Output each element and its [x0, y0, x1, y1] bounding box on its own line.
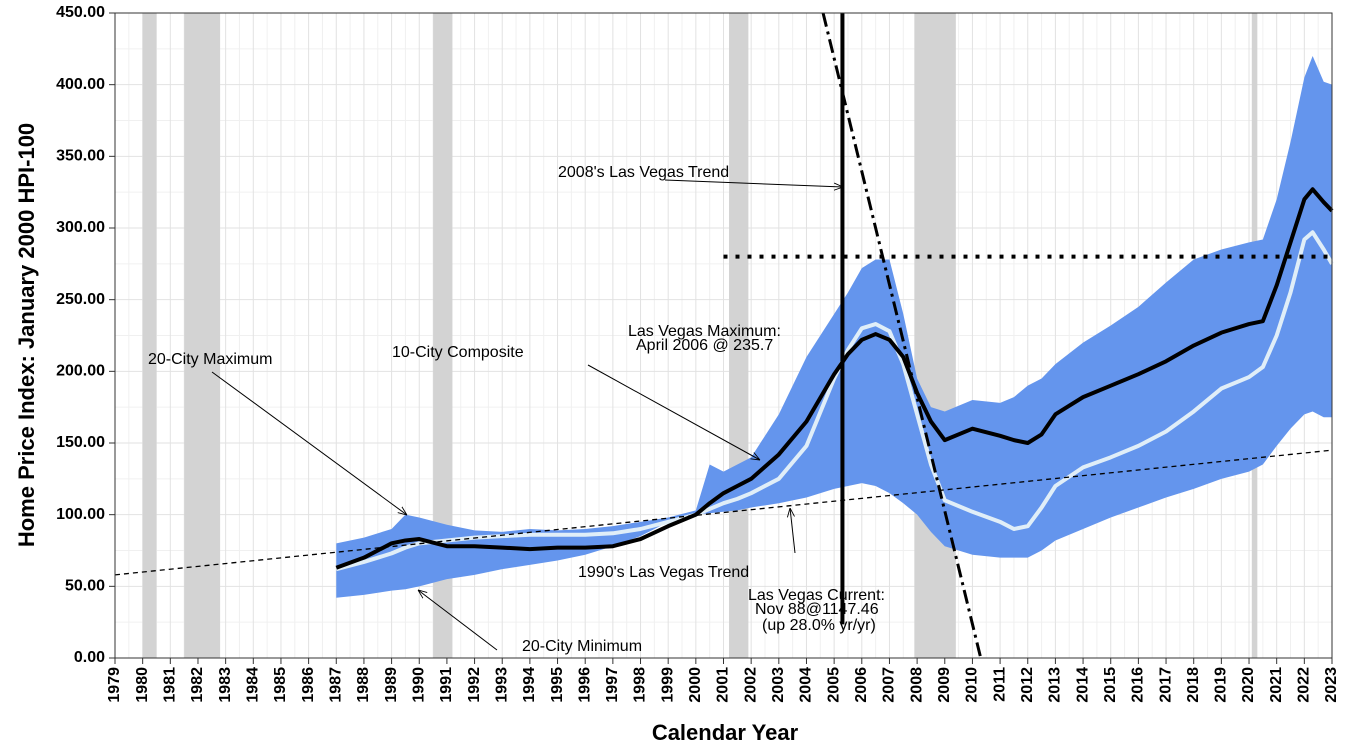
annotation: 20-City Minimum: [522, 638, 642, 655]
x-tick-label: 1992: [466, 667, 483, 703]
annotation-arrow: [211, 371, 407, 515]
y-tick-label: 100.00: [56, 506, 105, 523]
x-tick-label: 2005: [825, 667, 842, 703]
annotation: 10-City Composite: [392, 344, 524, 361]
x-tick-label: 1980: [134, 667, 151, 703]
plot-frame: [114, 12, 1333, 659]
x-tick-label: 1995: [549, 667, 566, 703]
x-tick-label: 1983: [217, 667, 234, 703]
x-tick-label: 1979: [106, 667, 123, 703]
x-tick-label: 2018: [1185, 667, 1202, 703]
x-tick-label: 1985: [272, 667, 289, 703]
annotation-arrow: [664, 179, 843, 187]
trend-1990: [114, 449, 1333, 576]
annotation: (up 28.0% yr/yr): [762, 617, 876, 634]
annotation: Nov 88@1147.46: [755, 601, 879, 618]
x-tick-label: 1986: [300, 667, 317, 703]
x-tick-label: 1990: [410, 667, 427, 703]
annotation: Las Vegas Maximum:: [628, 323, 781, 340]
annotation: 2008's Las Vegas Trend: [558, 164, 729, 181]
x-tick-label: 2015: [1102, 667, 1119, 703]
y-tick-label: 350.00: [56, 148, 105, 165]
x-tick-label: 1993: [493, 667, 510, 703]
trend-2008: [821, 12, 983, 659]
y-tick-label: 0.00: [74, 649, 105, 666]
x-tick-label: 2019: [1213, 667, 1230, 703]
x-tick-label: 2000: [687, 667, 704, 703]
x-tick-label: 2021: [1268, 667, 1285, 703]
y-tick-label: 300.00: [56, 219, 105, 236]
y-tick-label: 200.00: [56, 363, 105, 380]
annotation-arrow: [418, 590, 498, 651]
recession-band: [433, 13, 453, 658]
x-tick-label: 2014: [1074, 667, 1091, 703]
x-tick-label: 2017: [1157, 667, 1174, 703]
x-tick-label: 2002: [742, 667, 759, 703]
annotation: 20-City Maximum: [148, 351, 272, 368]
x-tick-label: 1984: [245, 667, 262, 703]
y-tick-label: 450.00: [56, 4, 105, 21]
x-tick-label: 2023: [1323, 667, 1340, 703]
range-band: [336, 56, 1333, 598]
x-tick-label: 1994: [521, 667, 538, 703]
y-tick-label: 400.00: [56, 76, 105, 93]
x-tick-label: 2004: [798, 667, 815, 703]
series-line: [335, 187, 1334, 570]
x-tick-label: 2008: [908, 667, 925, 703]
y-tick-label: 150.00: [56, 434, 105, 451]
series-line: [335, 230, 1334, 572]
x-tick-label: 1991: [438, 667, 455, 703]
x-tick-label: 1989: [383, 667, 400, 703]
annotation: April 2006 @ 235.7: [636, 337, 773, 354]
x-tick-label: 2009: [936, 667, 953, 703]
x-tick-label: 1999: [659, 667, 676, 703]
x-tick-label: 1982: [189, 667, 206, 703]
x-tick-label: 1987: [327, 667, 344, 703]
x-tick-label: 2013: [1047, 667, 1064, 703]
y-tick-label: 50.00: [65, 578, 105, 595]
x-tick-label: 1988: [355, 667, 372, 703]
x-tick-label: 1997: [604, 667, 621, 703]
x-tick-label: 2011: [991, 667, 1008, 702]
x-tick-label: 2001: [715, 667, 732, 703]
recession-band: [184, 13, 221, 658]
x-tick-label: 2006: [853, 667, 870, 703]
recession-band: [914, 13, 956, 658]
x-tick-label: 1996: [576, 667, 593, 703]
x-tick-label: 2012: [1019, 667, 1036, 703]
x-tick-label: 2010: [964, 667, 981, 703]
x-tick-label: 2007: [881, 667, 898, 703]
x-tick-label: 2016: [1130, 667, 1147, 703]
y-tick-label: 250.00: [56, 291, 105, 308]
annotation-arrow: [587, 364, 760, 460]
x-tick-label: 2020: [1240, 667, 1257, 703]
annotation: 1990's Las Vegas Trend: [578, 564, 749, 581]
x-tick-label: 1981: [162, 667, 179, 703]
y-axis-title: Home Price Index: January 2000 HPI-100: [14, 123, 39, 547]
annotation: Las Vegas Current:: [748, 587, 885, 604]
annotation-arrow: [790, 508, 796, 554]
x-tick-label: 1998: [632, 667, 649, 703]
x-axis-title: Calendar Year: [652, 720, 799, 745]
x-tick-label: 2003: [770, 667, 787, 703]
x-tick-label: 2022: [1296, 667, 1313, 703]
recession-band: [142, 13, 157, 658]
